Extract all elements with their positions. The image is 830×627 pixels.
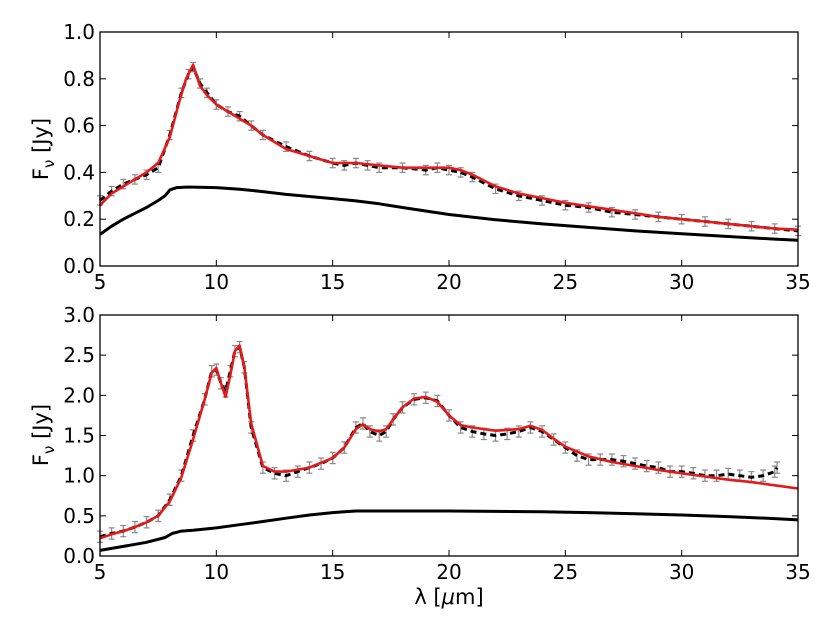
x-tick-label: 30 (669, 560, 694, 584)
x-tick-label: 25 (553, 560, 578, 584)
bottom-panel: 5 10 15 20 25 30 35 0.0 0.5 1.0 1.5 2.0 2.5 3.0 Fν [… (29, 303, 811, 609)
top-plot-frame (99, 31, 799, 267)
bottom-y-ticks: 0.0 0.5 1.0 1.5 2.0 2.5 3.0 (63, 303, 798, 568)
y-tick-label: 0.2 (63, 207, 95, 231)
x-tick-label: 15 (320, 270, 345, 294)
top-model-line (99, 63, 799, 231)
y-tick-label: 0.4 (63, 160, 95, 184)
y-tick-label: 1.0 (63, 464, 95, 488)
bottom-observed-line (99, 345, 779, 539)
x-tick-label: 20 (436, 270, 461, 294)
y-tick-label: 0.0 (63, 254, 95, 278)
x-tick-label: 5 (94, 270, 107, 294)
y-tick-label: 0.8 (63, 67, 95, 91)
top-x-ticks: 5 10 15 20 25 30 35 (94, 32, 811, 294)
y-tick-label: 0.0 (63, 544, 95, 568)
x-tick-label: 10 (204, 270, 229, 294)
bottom-x-ticks: 5 10 15 20 25 30 35 (94, 315, 811, 584)
bottom-continuum-line (99, 509, 799, 552)
x-tick-label: 35 (785, 560, 810, 584)
y-tick-label: 2.5 (63, 343, 95, 367)
y-tick-label: 3.0 (63, 303, 95, 327)
y-tick-label: 0.5 (63, 504, 95, 528)
top-y-ticks: 0.0 0.2 0.4 0.6 0.8 1.0 (63, 20, 798, 278)
top-y-axis-label: Fν [Jy] (29, 118, 58, 180)
bottom-y-axis-label: Fν [Jy] (29, 404, 58, 466)
bottom-model-line (99, 344, 799, 540)
x-tick-label: 30 (669, 270, 694, 294)
bottom-plot-frame (99, 314, 799, 557)
top-continuum-line (99, 185, 799, 242)
x-tick-label: 20 (436, 560, 461, 584)
x-tick-label: 15 (320, 560, 345, 584)
x-tick-label: 5 (94, 560, 107, 584)
y-tick-label: 1.5 (63, 424, 95, 448)
y-tick-label: 0.6 (63, 114, 95, 138)
top-panel: 5 10 15 20 25 30 35 0.0 0.2 0.4 0.6 0.8 1.0 Fν [Jy] (29, 20, 811, 294)
x-tick-label: 10 (204, 560, 229, 584)
x-tick-label: 35 (785, 270, 810, 294)
x-tick-label: 25 (553, 270, 578, 294)
y-tick-label: 2.0 (63, 383, 95, 407)
x-axis-label: λ [μm] (414, 585, 483, 609)
y-tick-label: 1.0 (63, 20, 95, 44)
